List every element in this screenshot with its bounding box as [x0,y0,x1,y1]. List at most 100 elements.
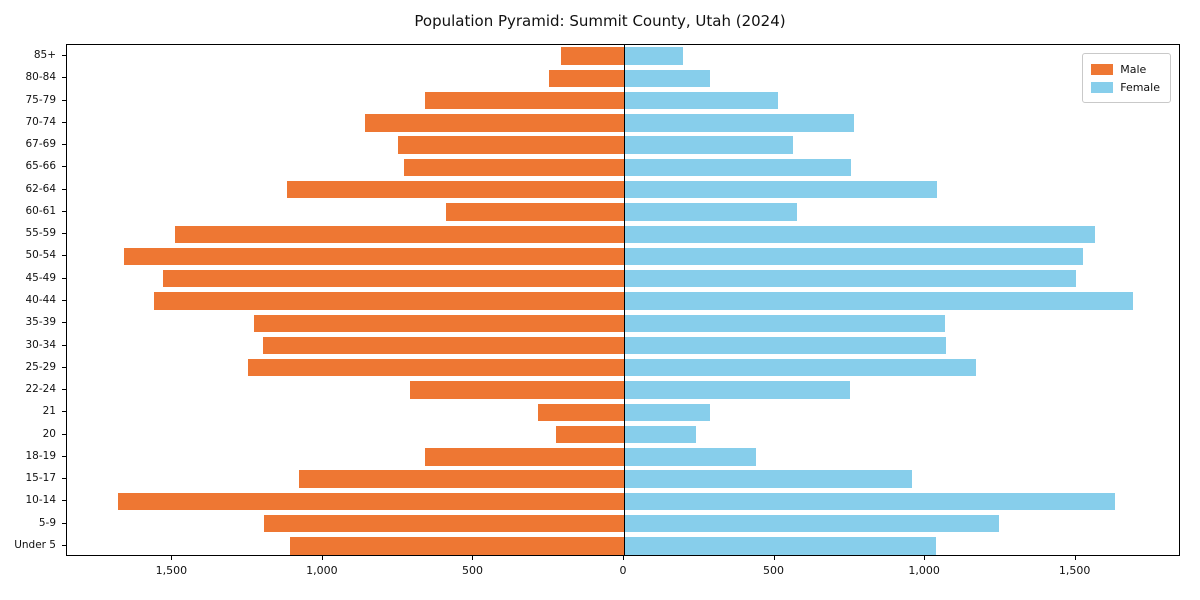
y-axis-label: Under 5 [14,538,56,551]
y-axis-label: 85+ [33,49,56,62]
y-axis-label: 67-69 [25,138,56,151]
y-axis-label: 10-14 [25,494,56,507]
legend-label: Male [1120,62,1147,76]
x-axis-tickmark [623,556,624,560]
bar-female-20 [624,425,697,444]
y-axis-label: 5-9 [38,516,56,529]
bar-male-62-64 [286,181,624,199]
y-axis-tickmark [62,210,66,212]
bar-female-18-19 [624,448,757,466]
x-axis-tickmark [924,556,926,560]
y-axis-tickmark [62,500,66,502]
bar-female-85+ [624,47,683,65]
y-axis-tickmark [62,121,66,123]
bar-male-5-9 [264,514,624,533]
bar-female-25-29 [624,359,977,377]
bar-female-10-14 [624,492,1115,511]
x-axis-label: 1,000 [908,564,940,577]
y-axis-label: 50-54 [25,249,56,262]
y-axis-tickmark [62,411,66,413]
legend-entry-male: Male [1091,60,1160,78]
bar-female-60-61 [624,203,798,221]
y-axis-tickmark [62,366,66,368]
bar-male-20 [556,425,624,444]
bar-female-5-9 [624,514,999,533]
y-axis-tickmark [62,166,66,168]
y-axis-label: 22-24 [25,383,56,396]
bar-female-under-5 [624,537,936,555]
bar-male-80-84 [548,69,624,88]
y-axis-label: 65-66 [25,160,56,173]
x-axis-label: 500 [763,564,785,577]
bar-female-40-44 [624,292,1133,310]
bar-female-80-84 [624,69,710,88]
y-axis-tickmark [62,344,66,346]
bar-male-70-74 [365,114,624,132]
y-axis-tickmark [62,77,66,79]
y-axis-tickmark [62,322,66,324]
bar-female-22-24 [624,381,850,399]
bar-male-75-79 [425,91,624,110]
bar-male-18-19 [425,448,624,466]
y-axis-tickmark [62,455,66,457]
bar-female-45-49 [624,270,1076,288]
bar-female-35-39 [624,314,945,332]
y-axis-label: 70-74 [25,115,56,128]
y-axis-tickmark [62,144,66,146]
bar-male-65-66 [404,158,624,177]
y-axis-label: 62-64 [25,182,56,195]
bar-male-45-49 [163,270,624,288]
y-axis-tickmark [62,478,66,480]
bar-male-55-59 [175,225,624,243]
bar-male-25-29 [247,359,624,377]
y-axis-label: 60-61 [25,204,56,217]
x-axis-tickmark [472,556,474,560]
bar-female-15-17 [624,470,912,488]
x-axis-tickmark [1074,556,1076,560]
y-axis-label: 18-19 [25,449,56,462]
y-axis-tickmark [62,522,66,524]
bar-male-60-61 [446,203,624,221]
x-axis-tickmark [171,556,173,560]
y-axis-tickmark [62,389,66,391]
legend-label: Female [1120,80,1160,94]
y-axis-label: 45-49 [25,271,56,284]
bar-male-21 [538,403,624,421]
y-axis-label: 55-59 [25,227,56,240]
y-axis-label: 80-84 [25,71,56,84]
bar-female-65-66 [624,158,852,177]
y-axis-label: 40-44 [25,294,56,306]
x-axis-tickmark [773,556,775,560]
bar-male-40-44 [154,292,624,310]
x-axis-label: 1,500 [155,564,188,577]
y-axis-label: 20 [42,427,56,440]
bar-male-10-14 [118,492,624,511]
bar-female-55-59 [624,225,1096,243]
bar-male-50-54 [124,247,624,266]
legend-entry-female: Female [1091,78,1160,96]
y-axis-tickmark [62,55,66,57]
x-axis-label: 1,500 [1058,564,1091,577]
bar-male-35-39 [253,314,624,332]
y-axis-tickmark [62,99,66,101]
x-axis-tickmark [321,556,323,560]
bar-female-67-69 [624,136,793,154]
y-axis-tickmark [62,188,66,190]
bar-male-15-17 [298,470,624,488]
y-axis-label: 30-34 [25,338,56,351]
chart-title: Population Pyramid: Summit County, Utah … [414,12,786,30]
bar-female-75-79 [624,91,778,110]
legend-swatch-icon [1091,63,1114,75]
bar-female-30-34 [624,336,947,355]
bar-male-30-34 [262,336,624,355]
legend: Male Female [1082,53,1171,103]
y-axis-tickmark [62,433,66,435]
bar-male-67-69 [398,136,624,154]
bar-female-62-64 [624,181,938,199]
y-axis-tickmark [62,277,66,279]
y-axis-label: 35-39 [25,316,56,329]
y-axis-label: 25-29 [25,360,56,373]
y-axis-tickmark [62,233,66,235]
x-axis-label: 0 [619,564,627,577]
